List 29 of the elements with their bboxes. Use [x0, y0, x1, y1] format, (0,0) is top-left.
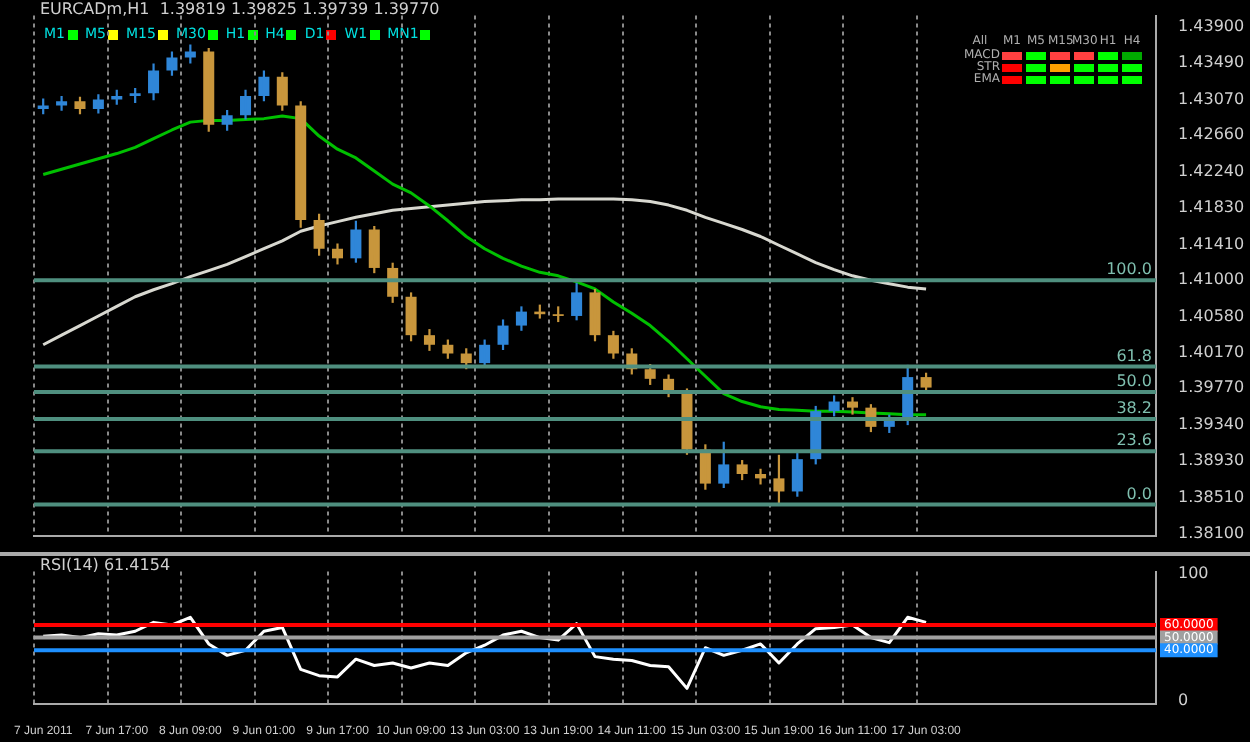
- y-tick-label: 1.40170: [1178, 342, 1245, 361]
- y-tick-label: 1.39340: [1178, 415, 1245, 434]
- y-tick-label: 1.43900: [1178, 17, 1245, 36]
- y-tick-label: 1.38510: [1178, 487, 1245, 506]
- y-tick-label: 1.39770: [1178, 377, 1245, 396]
- candlestick: [589, 288, 601, 342]
- candlestick: [129, 88, 141, 103]
- candlestick: [184, 44, 196, 64]
- y-tick-label: 1.38100: [1178, 523, 1245, 542]
- y-tick-label: 1.43490: [1178, 52, 1245, 71]
- y-tick-label: 0: [1178, 691, 1189, 710]
- y-tick-label: 1.42240: [1178, 162, 1245, 181]
- annotation: 61.8: [1116, 346, 1152, 365]
- y-tick-label: 1.43070: [1178, 89, 1245, 108]
- candlestick: [552, 306, 564, 323]
- annotation: 38.2: [1116, 399, 1152, 418]
- annotation: 50.0: [1116, 372, 1152, 391]
- annotation: 23.6: [1116, 431, 1152, 450]
- y-tick-label: 1.42660: [1178, 125, 1245, 144]
- y-tick-label: 1.40580: [1178, 306, 1245, 325]
- annotation: 100.0: [1106, 260, 1152, 279]
- chart-title: EURCADm,H1 1.39819 1.39825 1.39739 1.39770: [40, 0, 440, 19]
- annotation: 0.0: [1126, 484, 1152, 503]
- y-tick-label: 100: [1178, 564, 1209, 583]
- chart-title: RSI(14) 61.4154: [40, 556, 171, 575]
- y-tick-label: 1.41830: [1178, 197, 1245, 216]
- y-tick-label: 1.41410: [1178, 234, 1245, 253]
- y-tick-label: 1.38930: [1178, 451, 1245, 470]
- y-tick-label: 1.41000: [1178, 270, 1245, 289]
